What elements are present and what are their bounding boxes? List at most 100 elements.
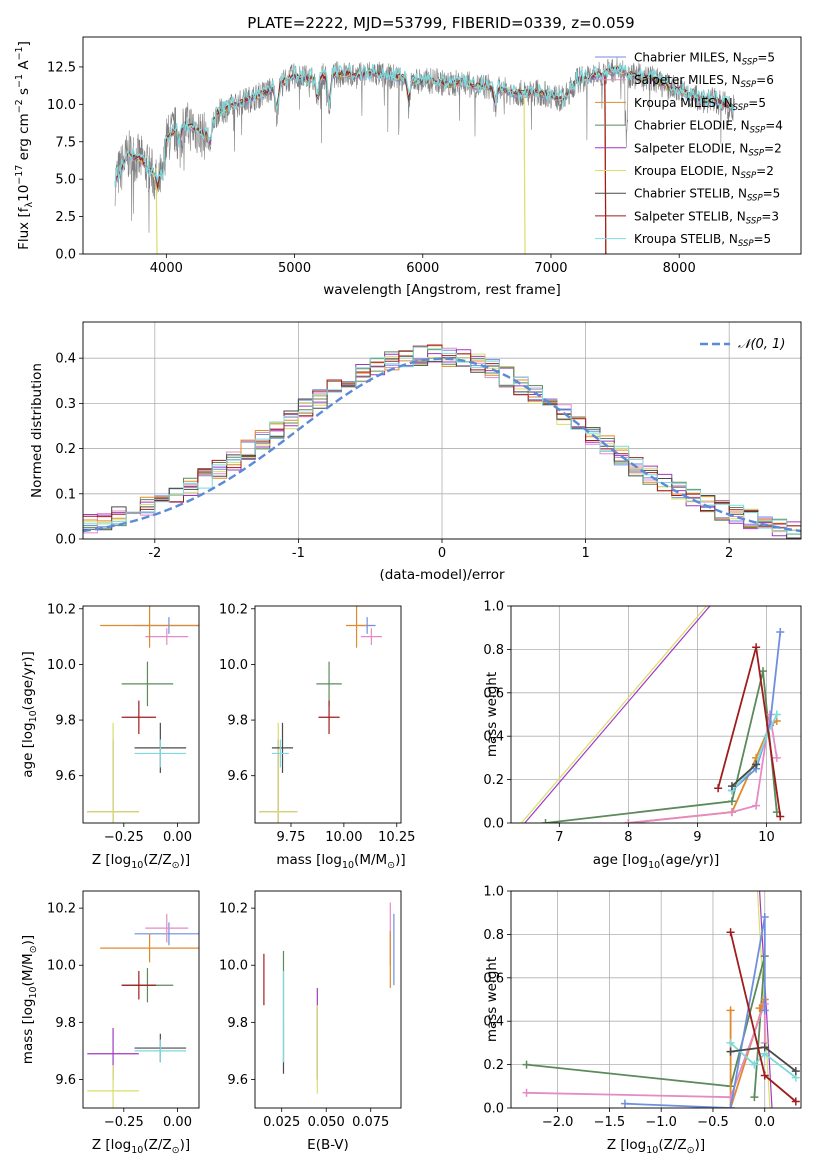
x-tick-label: 9.75 <box>276 830 305 845</box>
axes-frame <box>510 605 802 824</box>
model-spectrum-line <box>114 62 735 188</box>
axis-label: Flux [fλ10−17 erg cm−2 s−1 A−1] <box>14 41 35 250</box>
x-tick-label: 5000 <box>278 261 311 276</box>
y-tick-label: 0.0 <box>483 1102 504 1117</box>
error-bar-point <box>87 722 139 823</box>
y-tick-label: 1.0 <box>483 600 504 615</box>
x-tick-label: 7000 <box>534 261 567 276</box>
legend-entry: Salpeter STELIB, NSSP=3 <box>634 209 779 226</box>
error-bar-point <box>259 722 298 823</box>
x-tick-label: 0.0 <box>754 1115 775 1130</box>
y-tick-label: 9.8 <box>55 714 76 729</box>
y-axis-label: mass weight <box>484 957 500 1042</box>
mass_vs_EBV-axes: 0.025 0.050 0.075 9.6 9.8 10.0 10.2 <box>219 902 389 1130</box>
model-dropout-line <box>523 93 526 254</box>
weight-marker <box>752 643 761 652</box>
x-tick-label: 1 <box>581 546 589 561</box>
weight-marker <box>750 1093 759 1102</box>
weight-marker <box>760 913 769 922</box>
weight-marker <box>760 1071 769 1080</box>
weight-marker <box>752 801 761 810</box>
y-axis-label: mass weight <box>484 672 500 757</box>
weight-line <box>520 606 708 823</box>
axis-label: Z [log10(Z/Z⊙)] <box>92 1137 190 1156</box>
axes-frame <box>82 890 200 1109</box>
y-tick-label: 5.0 <box>55 173 76 188</box>
y-tick-label: 0.0 <box>483 817 504 832</box>
age_vs_Z-axes: −0.25 0.00 9.6 9.8 10.0 10.2 <box>47 602 192 845</box>
error-bar-point <box>145 913 189 943</box>
weight-marker <box>624 819 633 823</box>
y-tick-label: 9.8 <box>227 714 248 729</box>
axes-frame <box>254 605 402 824</box>
mass_vs_Z-points <box>87 913 199 1108</box>
error-bar-point <box>271 739 289 768</box>
x-tick-label: 0.00 <box>163 1115 192 1130</box>
x-tick-label: 9 <box>693 830 701 845</box>
y-tick-label: 0.0 <box>55 248 76 263</box>
weight-marker <box>726 1006 735 1015</box>
weight-line <box>524 606 711 823</box>
y-tick-label: 9.6 <box>55 769 76 784</box>
y-tick-label: 9.6 <box>55 1073 76 1088</box>
error-bar-point <box>318 700 340 734</box>
weight_vs_Z-lines <box>522 891 800 1108</box>
error-bar-point <box>100 606 199 648</box>
weight-line <box>731 763 757 787</box>
y-tick-label: 10.2 <box>219 602 248 617</box>
normal-curve <box>83 357 801 533</box>
weight-line <box>729 1042 797 1079</box>
x-tick-label: 0 <box>438 546 446 561</box>
age_vs_Z-points <box>87 606 199 823</box>
error-bar-point <box>134 1039 187 1063</box>
y-tick-label: 10.0 <box>47 658 76 673</box>
y-tick-label: 0.8 <box>483 928 504 943</box>
legend-entry: Chabrier MILES, NSSP=5 <box>634 51 775 68</box>
y-tick-label: 0.8 <box>483 643 504 658</box>
error-bar-point <box>134 739 187 768</box>
residual-histograms <box>83 344 801 539</box>
x-tick-label: 2 <box>725 546 733 561</box>
y-tick-label: 7.5 <box>55 135 76 150</box>
error-bar-point <box>145 628 189 645</box>
weight-marker <box>791 1097 800 1106</box>
legend-entry: 𝒩(0, 1) <box>738 337 785 352</box>
error-bar-point <box>121 661 174 707</box>
weight-marker <box>727 797 736 806</box>
weight-marker <box>620 1099 629 1108</box>
error-bar-point <box>87 1065 139 1108</box>
x-tick-label: 6000 <box>406 261 439 276</box>
weight-marker <box>755 1004 764 1013</box>
y-tick-label: 10.2 <box>47 602 76 617</box>
weight-line <box>526 1003 766 1099</box>
x-tick-label: 10 <box>758 830 775 845</box>
axes-frame <box>82 605 200 824</box>
axes-frame <box>82 36 802 255</box>
y-tick-label: 10.2 <box>219 902 248 917</box>
weight-marker <box>727 808 736 817</box>
age_vs_mass-points <box>259 606 382 823</box>
legend-entry: Salpeter ELODIE, NSSP=2 <box>634 141 782 158</box>
legend-entry: Chabrier STELIB, NSSP=5 <box>634 187 780 204</box>
weight-marker <box>760 1043 769 1052</box>
residual-histogram <box>83 346 801 539</box>
weight-line <box>731 714 778 792</box>
x-tick-label: −2.0 <box>542 1115 574 1130</box>
y-tick-label: 9.6 <box>227 769 248 784</box>
y-tick-label: 10.2 <box>47 902 76 917</box>
y-tick-label: 10.0 <box>219 658 248 673</box>
axes-frame <box>510 890 802 1109</box>
weight-marker <box>772 710 781 719</box>
x-tick-label: −0.5 <box>697 1115 729 1130</box>
x-tick-label: -1 <box>292 546 305 561</box>
x-tick-label: −0.25 <box>104 1115 144 1130</box>
model-dropout-line <box>155 167 158 254</box>
weight-marker <box>752 760 761 769</box>
spectrum-lines <box>114 57 735 254</box>
y-tick-label: 0.4 <box>483 730 504 745</box>
y-tick-label: 1.0 <box>483 885 504 900</box>
axis-label: mass [log10(M/M⊙)] <box>276 852 405 871</box>
axis-label: age [log10(age/yr)] <box>593 852 719 871</box>
residual-histogram <box>83 344 801 539</box>
